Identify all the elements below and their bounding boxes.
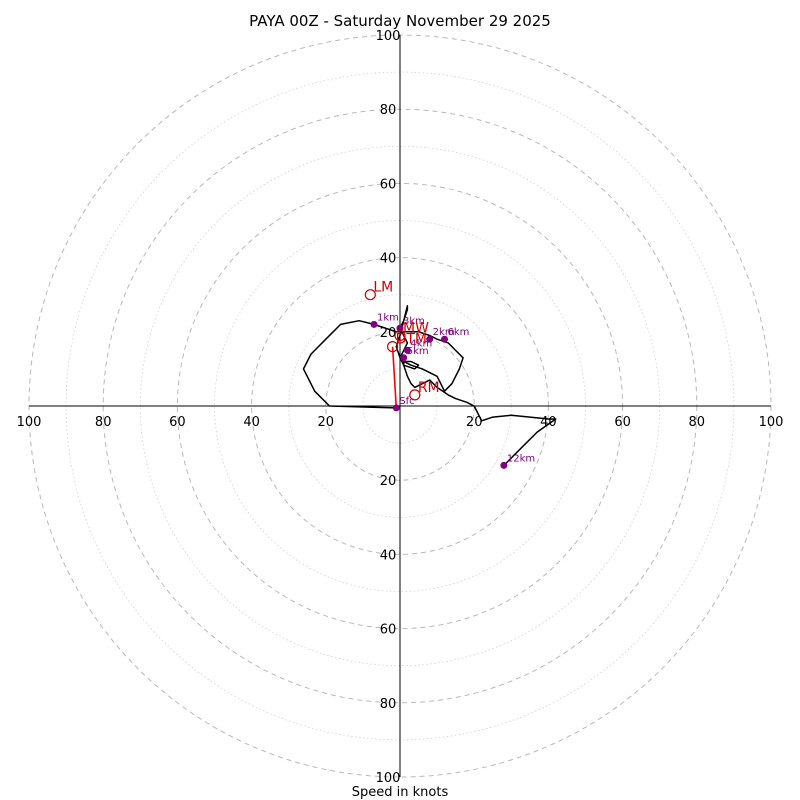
x-tick-label-right: 100: [759, 415, 784, 430]
height-marker: [392, 404, 400, 412]
y-tick-label-bottom: 80: [380, 697, 397, 712]
y-tick-label-top: 20: [380, 326, 397, 341]
height-marker-label: 3km: [403, 316, 425, 327]
y-tick-label-top: 60: [380, 177, 397, 192]
storm-motion-label: MW: [403, 321, 429, 337]
height-marker: [370, 320, 378, 328]
chart-title: PAYA 00Z - Saturday November 29 2025: [249, 12, 551, 30]
y-tick-label-bottom: 100: [376, 771, 401, 786]
height-marker-label: 4km: [410, 338, 432, 349]
y-tick-label-top: 40: [380, 252, 397, 267]
height-marker-label: 1km: [377, 312, 399, 323]
height-marker-label: Sfc: [399, 396, 414, 407]
height-marker-label: 12km: [507, 453, 535, 464]
x-tick-label-right: 20: [466, 415, 483, 430]
x-tick-label-left: 100: [17, 415, 42, 430]
x-tick-label-left: 40: [243, 415, 260, 430]
x-tick-label-right: 60: [614, 415, 631, 430]
storm-motion-marker: [364, 289, 376, 301]
storm-motion-label: RM: [418, 380, 440, 396]
shear-vector-line: [391, 346, 398, 408]
x-tick-label-left: 60: [169, 415, 186, 430]
x-tick-label-left: 80: [95, 415, 112, 430]
height-marker-label: 5km: [407, 346, 429, 357]
height-marker: [396, 324, 404, 332]
storm-motion-marker: [386, 341, 399, 353]
height-marker-label: 6km: [448, 327, 470, 338]
storm-motion-label: DTM: [396, 332, 427, 348]
y-tick-label-bottom: 60: [380, 623, 397, 638]
x-axis-label: Speed in knots: [352, 785, 449, 800]
y-tick-label-top: 80: [380, 103, 397, 118]
height-marker: [500, 461, 508, 469]
x-tick-label-left: 20: [318, 415, 335, 430]
y-tick-label-bottom: 40: [380, 548, 397, 563]
storm-motion-label: LM: [373, 280, 393, 296]
y-tick-label-top: 100: [376, 29, 401, 44]
axes: [29, 35, 771, 777]
x-tick-label-right: 80: [689, 415, 706, 430]
storm-motion-marker: [409, 389, 421, 401]
height-marker: [400, 354, 408, 362]
height-marker-label: 2km: [433, 327, 455, 338]
height-marker: [426, 335, 434, 343]
storm-motion-marker: [394, 329, 406, 342]
height-marker: [403, 346, 411, 354]
y-tick-label-bottom: 20: [380, 474, 397, 489]
hodograph-trace-group: [302, 305, 557, 466]
height-marker: [441, 335, 449, 343]
hodograph-trace: [302, 305, 557, 466]
